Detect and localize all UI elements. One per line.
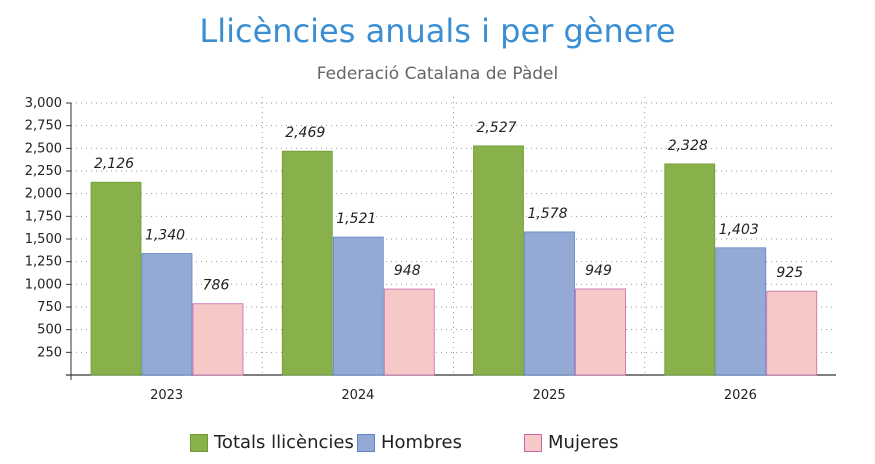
chart-subtitle: Federació Catalana de Pàdel	[316, 64, 559, 84]
legend-swatch-mujeres	[524, 433, 542, 452]
y-tick-label: 1,000	[25, 277, 62, 292]
bar-mujeres-2023	[192, 303, 244, 376]
bar-hombres-2023	[141, 253, 193, 376]
bar-totals-llicències-2024	[281, 150, 333, 376]
data-label: 786	[203, 278, 230, 294]
bar-totals-llicències-2025	[473, 145, 524, 376]
y-tick-label: 1,250	[25, 255, 62, 270]
data-label: 949	[585, 263, 612, 279]
y-tick-label: 3,000	[25, 96, 62, 111]
y-tick-label: 500	[37, 323, 62, 338]
bar-hombres-2026	[715, 247, 767, 376]
bar-totals-llicències-2023	[90, 181, 142, 376]
bar-mujeres-2025	[575, 288, 626, 376]
legend-item-mujeres[interactable]: Mujeres	[524, 432, 618, 453]
bar-totals-llicències-2026	[664, 163, 716, 376]
bar-mujeres-2026	[766, 290, 818, 376]
chart-title: Llicències anuals i per gènere	[199, 12, 676, 50]
bar-hombres-2025	[524, 231, 575, 376]
x-tick-label: 2024	[341, 388, 374, 403]
data-label: 1,340	[145, 228, 185, 244]
data-label: 1,521	[336, 211, 376, 227]
x-tick-label: 2023	[150, 388, 183, 403]
data-label: 925	[776, 265, 803, 281]
y-tick-label: 1,500	[25, 232, 62, 247]
data-label: 948	[394, 263, 421, 279]
legend-label-mujeres: Mujeres	[548, 432, 619, 453]
data-label: 1,578	[527, 206, 567, 222]
legend-label-hombres: Hombres	[381, 432, 462, 453]
data-label: 2,469	[285, 125, 325, 141]
y-tick-label: 1,750	[25, 209, 62, 224]
legend-label-totals: Totals llicències	[214, 432, 354, 453]
legend-item-hombres[interactable]: Hombres	[357, 432, 462, 453]
data-label: 2,527	[476, 120, 516, 136]
legend-item-totals[interactable]: Totals llicències	[190, 432, 354, 453]
bar-mujeres-2024	[383, 288, 435, 376]
y-tick-label: 2,250	[25, 164, 62, 179]
y-tick-label: 2,000	[25, 187, 62, 202]
data-label: 2,328	[668, 138, 708, 154]
legend-swatch-hombres	[357, 433, 375, 452]
y-tick-label: 2,750	[25, 119, 62, 134]
bar-hombres-2024	[332, 236, 384, 376]
data-label: 1,403	[719, 222, 759, 238]
legend-swatch-totals	[190, 433, 208, 452]
data-label: 2,126	[94, 156, 134, 172]
y-tick-label: 2,500	[25, 141, 62, 156]
y-tick-label: 250	[37, 345, 62, 360]
y-tick-label: 750	[37, 300, 62, 315]
x-tick-label: 2025	[533, 388, 566, 403]
x-tick-label: 2026	[724, 388, 757, 403]
